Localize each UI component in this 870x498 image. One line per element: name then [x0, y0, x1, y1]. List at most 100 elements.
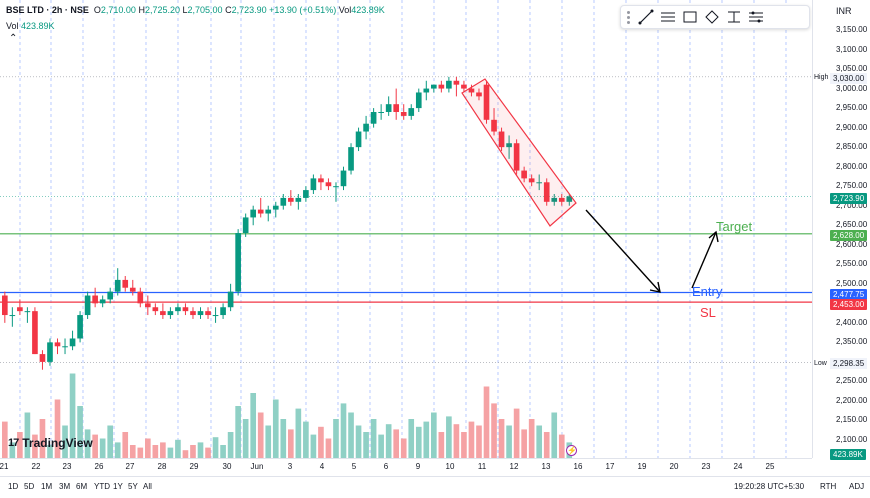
- fib-icon[interactable]: [723, 6, 745, 28]
- candle-body: [39, 354, 46, 362]
- candle-body: [272, 205, 279, 210]
- collapse-legend-icon[interactable]: ⌃: [9, 33, 18, 44]
- volume-bar: [129, 445, 136, 458]
- range-button-1y[interactable]: 1Y: [113, 482, 123, 491]
- range-button-all[interactable]: All: [143, 482, 152, 491]
- price-tick-label: 3,150.00: [836, 25, 868, 34]
- time-tick-label: 24: [733, 462, 743, 471]
- volume-bar: [363, 432, 369, 458]
- adj-toggle[interactable]: ADJ: [849, 482, 865, 491]
- candle-body: [160, 311, 166, 316]
- candle-body: [461, 84, 467, 89]
- volume-bar: [272, 399, 279, 458]
- volume-bar: [242, 419, 249, 458]
- entry-annotation[interactable]: Entry: [692, 284, 723, 299]
- volume-bar: [220, 445, 226, 458]
- volume-bar: [250, 393, 257, 458]
- volume-bar: [205, 447, 211, 458]
- range-button-1d[interactable]: 1D: [8, 482, 19, 491]
- volume-bar: [310, 434, 317, 458]
- high-tag: High: [814, 74, 829, 81]
- volume-bar: [408, 419, 415, 458]
- candle-body: [2, 295, 8, 316]
- candle-body: [137, 291, 144, 304]
- candle-body: [438, 84, 445, 89]
- candle-body: [84, 295, 91, 316]
- candle-body: [280, 197, 287, 206]
- candle-body: [92, 295, 98, 304]
- low-price-pill: 2,298.35: [830, 358, 868, 369]
- volume-bar: [32, 434, 38, 458]
- volume-bar: [54, 399, 61, 458]
- volume-bar: [197, 442, 204, 458]
- range-button-3m[interactable]: 3M: [59, 482, 71, 491]
- tradingview-watermark: 17 TradingView: [8, 436, 93, 450]
- candle-body: [551, 197, 558, 202]
- drag-handle-icon[interactable]: [621, 7, 635, 27]
- price-tick-label: 3,100.00: [836, 44, 868, 54]
- volume-bar: [491, 403, 497, 458]
- volume-bar: [318, 426, 324, 458]
- range-button-5d[interactable]: 5D: [24, 482, 35, 491]
- volume-bar: [17, 432, 23, 458]
- symbol-title[interactable]: BSE LTD · 2h · NSE: [6, 5, 89, 15]
- candle-body: [521, 170, 527, 179]
- session-toggle[interactable]: RTH: [820, 482, 837, 491]
- range-button-6m[interactable]: 6M: [76, 482, 88, 491]
- chart-pane[interactable]: [0, 0, 812, 458]
- volume-bar: [378, 434, 384, 458]
- candle-body: [431, 84, 437, 89]
- rectangle-icon[interactable]: [679, 6, 701, 28]
- down-arrow-line: [585, 209, 661, 293]
- trend-line-icon[interactable]: [635, 6, 657, 28]
- path-icon[interactable]: [701, 6, 723, 28]
- volume-bar: [182, 450, 189, 458]
- volume-bar: [92, 434, 98, 458]
- candle-body: [355, 131, 362, 148]
- low-tag: Low: [814, 360, 827, 367]
- volume-bar: [438, 432, 445, 458]
- time-tick-label: 22: [31, 462, 41, 471]
- currency-label[interactable]: INR: [836, 6, 852, 16]
- lightning-icon[interactable]: ⚡: [566, 445, 577, 456]
- volume-bar: [340, 403, 347, 458]
- volume-bar: [24, 412, 31, 458]
- down-arrow-head: [649, 281, 661, 293]
- time-tick-label: 21: [0, 462, 9, 471]
- sl-annotation[interactable]: SL: [700, 305, 716, 320]
- time-tick-label: 6: [383, 462, 389, 471]
- range-button-5y[interactable]: 5Y: [128, 482, 138, 491]
- time-axis[interactable]: [0, 458, 812, 476]
- candle-body: [47, 342, 53, 362]
- volume-bar: [400, 438, 407, 458]
- volume-bar: [543, 432, 550, 458]
- candle-body: [476, 92, 482, 97]
- volume-bar: [107, 425, 114, 458]
- target-annotation[interactable]: Target: [716, 219, 753, 234]
- candle-body: [54, 342, 61, 347]
- candle-body: [122, 279, 129, 288]
- chart-svg[interactable]: [0, 0, 812, 458]
- candle-body: [385, 104, 392, 112]
- candle-body: [24, 311, 31, 313]
- settings-lines-icon[interactable]: [745, 6, 767, 28]
- candle-body: [393, 104, 400, 112]
- range-button-1m[interactable]: 1M: [41, 482, 53, 491]
- candle-body: [265, 209, 272, 214]
- candle-body: [363, 123, 369, 132]
- volume-bar: [521, 429, 527, 458]
- volume-bar: [62, 425, 68, 458]
- clock-text[interactable]: 19:20:28 UTC+5:30: [734, 482, 805, 491]
- price-tick-label: 2,400.00: [836, 317, 868, 327]
- price-tick-label: 2,150.00: [836, 415, 868, 425]
- volume-bar: [513, 408, 520, 458]
- time-tick-label: 4: [319, 462, 325, 471]
- time-tick-label: 30: [222, 462, 232, 471]
- range-button-ytd[interactable]: YTD: [94, 482, 110, 491]
- volume-value: 423.89K: [21, 21, 55, 31]
- horizontal-lines-icon[interactable]: [657, 6, 679, 28]
- candle-body: [250, 209, 257, 218]
- volume-bar: [69, 373, 76, 458]
- time-tick-label: 5: [351, 462, 357, 471]
- time-tick-label: 29: [189, 462, 199, 471]
